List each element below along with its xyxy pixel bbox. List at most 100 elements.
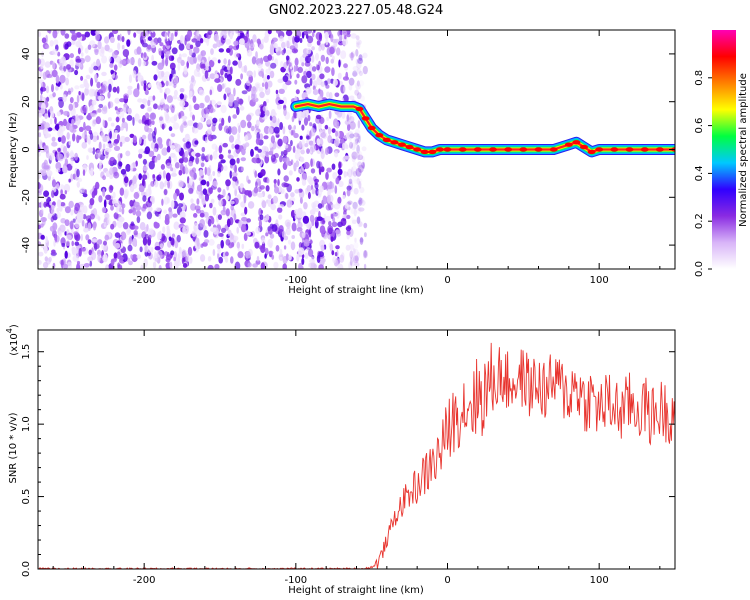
noise-speckle: [76, 134, 80, 144]
noise-speckle: [152, 174, 156, 179]
noise-speckle: [217, 164, 224, 172]
noise-speckle: [51, 179, 57, 188]
noise-speckle: [38, 152, 41, 157]
noise-speckle: [303, 161, 310, 170]
noise-speckle: [196, 208, 201, 214]
signal-peak: [640, 147, 649, 152]
noise-speckle: [350, 207, 356, 215]
noise-speckle: [51, 204, 55, 210]
noise-speckle: [223, 165, 228, 172]
noise-speckle: [303, 70, 307, 76]
noise-speckle: [38, 190, 42, 196]
noise-speckle: [150, 31, 156, 38]
noise-speckle: [204, 193, 209, 202]
noise-speckle: [358, 70, 363, 77]
noise-speckle: [205, 113, 209, 120]
noise-speckle: [341, 111, 346, 119]
noise-speckle: [82, 169, 86, 177]
noise-speckle: [86, 155, 89, 160]
noise-speckle: [161, 75, 168, 82]
noise-speckle: [349, 95, 355, 101]
noise-speckle: [329, 188, 334, 193]
noise-speckle: [92, 135, 98, 142]
noise-speckle: [169, 62, 176, 70]
noise-speckle: [191, 172, 198, 181]
noise-speckle: [214, 263, 220, 269]
noise-speckle: [298, 242, 303, 249]
noise-speckle: [162, 44, 166, 51]
noise-speckle: [77, 177, 83, 183]
top-x-tick-label: 0: [444, 275, 450, 286]
noise-speckle: [84, 189, 87, 195]
noise-speckle: [327, 78, 331, 84]
top-y-axis-label: Frequency (Hz): [8, 112, 19, 188]
signal-peak: [587, 149, 596, 155]
noise-speckle: [236, 241, 240, 249]
noise-speckle: [59, 193, 66, 200]
noise-speckle: [309, 214, 315, 223]
signal-peak: [443, 147, 452, 152]
noise-speckle: [244, 135, 249, 142]
noise-speckle: [301, 124, 305, 131]
noise-speckle: [164, 218, 170, 225]
multiplier-prefix: (x10: [9, 333, 20, 356]
noise-speckle: [348, 116, 355, 123]
noise-speckle: [243, 233, 248, 241]
noise-speckle: [269, 70, 275, 79]
noise-speckle: [189, 256, 193, 264]
noise-speckle: [173, 256, 177, 262]
noise-speckle: [306, 148, 310, 154]
noise-speckle: [119, 141, 123, 147]
noise-speckle: [357, 120, 361, 129]
noise-speckle: [199, 212, 205, 218]
noise-speckle: [334, 92, 340, 98]
noise-speckle: [117, 42, 121, 51]
noise-speckle: [212, 171, 216, 176]
noise-speckle: [103, 240, 107, 246]
noise-speckle: [135, 204, 142, 211]
noise-speckle: [295, 160, 300, 168]
noise-speckle: [325, 38, 329, 46]
noise-speckle: [73, 231, 79, 236]
noise-speckle: [178, 43, 185, 51]
noise-speckle: [309, 259, 316, 264]
noise-speckle: [236, 106, 240, 116]
noise-speckle: [63, 146, 67, 154]
signal-peak: [504, 147, 513, 152]
signal-peak: [435, 147, 444, 152]
noise-speckle: [256, 38, 261, 45]
noise-speckle: [266, 177, 270, 184]
noise-speckle: [69, 53, 75, 59]
noise-speckle: [353, 242, 359, 249]
noise-speckle: [147, 30, 150, 35]
noise-speckle: [355, 49, 359, 57]
noise-speckle: [363, 251, 366, 260]
noise-speckle: [306, 30, 312, 34]
noise-speckle: [322, 258, 326, 263]
noise-speckle: [149, 112, 156, 120]
noise-speckle: [122, 253, 128, 263]
noise-speckle: [159, 181, 164, 190]
noise-speckle: [203, 107, 210, 115]
noise-speckle: [165, 57, 169, 67]
noise-speckle: [88, 88, 95, 97]
noise-speckle: [60, 30, 66, 36]
noise-speckle: [170, 167, 174, 172]
noise-speckle: [84, 31, 91, 38]
noise-speckle: [232, 60, 238, 66]
noise-speckle: [237, 133, 241, 141]
noise-speckle: [46, 73, 53, 79]
noise-speckle: [277, 168, 281, 176]
noise-speckle: [225, 179, 231, 187]
noise-speckle: [342, 76, 350, 81]
noise-speckle: [324, 124, 329, 130]
noise-speckle: [285, 55, 290, 61]
noise-speckle: [278, 225, 284, 234]
noise-speckle: [71, 32, 77, 41]
noise-speckle: [325, 171, 329, 180]
noise-speckle: [188, 104, 192, 112]
noise-speckle: [343, 85, 346, 94]
noise-speckle: [78, 91, 81, 96]
noise-speckle: [163, 209, 168, 214]
